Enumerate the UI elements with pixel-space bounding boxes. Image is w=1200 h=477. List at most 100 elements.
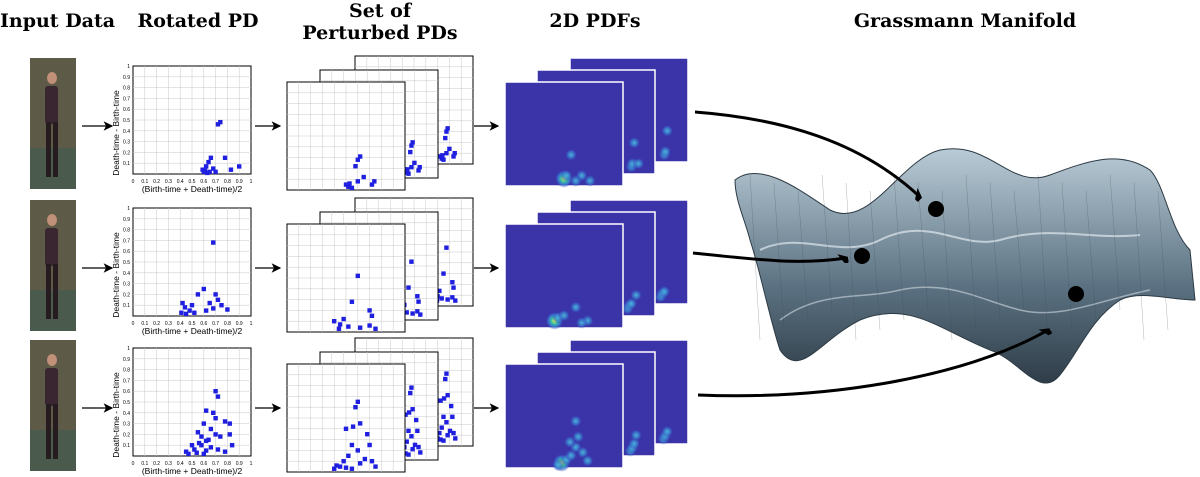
perturbed-pd-mid-3-point xyxy=(406,428,411,434)
perturbed-pd-front-1-point xyxy=(369,182,375,187)
rotated-pd-1-xtick: 0.9 xyxy=(236,179,243,185)
perturbed-pd-mid-3-point xyxy=(406,410,412,415)
pdf-front-1-density-blob xyxy=(569,174,582,187)
perturbed-pd-mid-3-point xyxy=(413,417,419,423)
row-3: 0 0.1 0.1 0.2 0.2 0.3 0.3 0.4 0.4 0.5 0.5 0.6 0.6 0.7… xyxy=(30,337,689,476)
perturbed-pd-front-2-point xyxy=(367,323,372,328)
perturbed-pd-mid-1-point xyxy=(408,149,413,155)
perturbed-pd-back-1-point xyxy=(451,154,456,159)
rotated-pd-2-ylabel: Death-time - Birth-time xyxy=(111,232,121,318)
pdf-front-1-density-blob xyxy=(560,169,573,182)
rotated-pd-1-xtick: 0.1 xyxy=(141,179,148,185)
pdf-mid-1-density-blob xyxy=(628,136,641,149)
rotated-pd-3-point xyxy=(213,416,218,421)
rotated-pd-2-point xyxy=(180,300,185,306)
rotated-pd-1-ytick: 1 xyxy=(127,64,130,70)
rotated-pd-3-xtick: 0.3 xyxy=(165,461,172,467)
perturbed-pd-mid-1-point xyxy=(417,165,422,170)
rotated-pd-3-point xyxy=(215,394,221,399)
perturbed-pd-front-3-point xyxy=(349,442,355,448)
rotated-pd-3-point xyxy=(203,448,209,453)
rotated-pd-3-xtick: 0.2 xyxy=(153,461,160,467)
rotated-pd-2-xtick: 0.8 xyxy=(224,321,231,327)
rotated-pd-3-xtick: 0.4 xyxy=(177,461,184,467)
pdf-front-3-density-blob xyxy=(581,454,594,467)
rotated-pd-2-xtick: 0.2 xyxy=(153,321,160,327)
rotated-pd-3-ytick: 0.3 xyxy=(123,422,130,428)
rotated-pd-1-xtick: 0.7 xyxy=(212,179,219,185)
rotated-pd-3-point xyxy=(215,447,221,452)
rotated-pd-3-xtick: 0.5 xyxy=(189,461,196,467)
rotated-pd-2-point xyxy=(187,308,192,313)
perturbed-pd-back-2-point xyxy=(451,285,456,290)
rotated-pd-3-point xyxy=(227,432,232,437)
rotated-pd-3-xtick: 0.9 xyxy=(236,461,243,467)
header-set-line1: Set of xyxy=(348,0,412,22)
rotated-pd-3-point xyxy=(222,449,228,454)
perturbed-pd-back-3-point xyxy=(445,393,450,398)
perturbed-pd-front-3-point xyxy=(357,421,363,426)
perturbed-pd-back-3-point xyxy=(444,371,449,376)
manifold-body xyxy=(734,148,1196,384)
perturbed-pd-front-3-point xyxy=(346,453,351,458)
perturbed-pd-back-3-point xyxy=(438,398,443,403)
header-rotated-pd: Rotated PD xyxy=(137,10,259,32)
rotated-pd-2-ytick: 0.6 xyxy=(123,249,130,255)
rotated-pd-1-xtick: 0.8 xyxy=(224,179,231,185)
perturbed-pd-back-1-point xyxy=(444,151,449,156)
perturbed-pd-front-3-point xyxy=(373,464,378,469)
rotated-pd-1-xtick: 0.2 xyxy=(153,179,160,185)
perturbed-pd-mid-1-point xyxy=(412,160,417,166)
perturbed-pd-mid-2-point xyxy=(415,294,420,299)
rotated-pd-1-point xyxy=(206,159,211,165)
rotated-pd-3-point xyxy=(229,443,235,448)
perturbed-pd-mid-3-point xyxy=(409,385,414,390)
perturbed-pd-front-3-point xyxy=(332,466,337,471)
rotated-pd-2-point xyxy=(201,286,206,292)
manifold-ridge xyxy=(779,286,1151,321)
perturbed-pd-back-1-point xyxy=(445,126,450,131)
perturbed-pd-front-2-point xyxy=(346,324,351,329)
rotated-pd-2-point xyxy=(225,307,230,312)
perturbed-pd-back-2-point xyxy=(445,297,450,302)
perturbed-pd-back-1-point xyxy=(443,135,448,141)
perturbed-pd-back-1-point xyxy=(452,151,457,156)
rotated-pd-2-xtick: 0.7 xyxy=(212,321,219,327)
perturbed-pd-back-1-point xyxy=(447,146,452,152)
rotated-pd-2-point xyxy=(211,240,216,245)
perturbed-pd-front-2-point xyxy=(341,316,346,322)
perturbed-pd-mid-1-point xyxy=(406,171,411,176)
pdf-back-1-density-blob xyxy=(659,145,672,158)
perturbed-pd-back-3-point xyxy=(450,414,455,420)
rotated-pd-3-xlabel: (Birth-time + Death-time)/2 xyxy=(142,466,243,476)
rotated-pd-1-ytick: 0.8 xyxy=(123,86,130,92)
header-2d-pdfs: 2D PDFs xyxy=(549,10,641,32)
rotated-pd-3-ytick: 0.4 xyxy=(123,411,130,417)
perturbed-pd-mid-3-point xyxy=(416,444,421,450)
rotated-pd-3-point xyxy=(201,421,206,426)
rotated-pd-2-point xyxy=(189,303,195,308)
rotated-pd-1-xtick: 0 xyxy=(132,179,135,185)
rotated-pd-1-point xyxy=(213,169,218,175)
perturbed-pd-back-3-point xyxy=(447,428,453,434)
rotated-pd-1-point xyxy=(205,170,210,176)
arrow-pdf1-to-manifold xyxy=(694,110,920,197)
rotated-pd-3-point xyxy=(227,421,232,426)
perturbed-pd-mid-2-point xyxy=(409,259,414,264)
perturbed-pd-front-2-point xyxy=(355,273,360,279)
perturbed-pd-front-2-point xyxy=(369,313,375,318)
perturbed-pd-front-3-point xyxy=(341,459,346,464)
rotated-pd-2-xtick: 0 xyxy=(132,321,135,327)
perturbed-pd-mid-3-point xyxy=(418,450,423,455)
rotated-pd-3-ytick: 0.6 xyxy=(123,389,130,395)
rotated-pd-1-xlabel: (Birth-time + Death-time)/2 xyxy=(142,184,243,194)
rotated-pd-1-xtick: 0.6 xyxy=(200,179,207,185)
perturbed-pd-front-1-point xyxy=(372,179,377,184)
person-standing-photo xyxy=(30,58,76,189)
rotated-pd-2-ytick: 0.2 xyxy=(123,292,130,298)
manifold-point-3 xyxy=(1068,286,1084,302)
rotated-pd-2-ytick: 0.3 xyxy=(123,282,130,288)
rotated-pd-3-ytick: 1 xyxy=(127,346,130,352)
person-walking-photo xyxy=(30,340,76,471)
